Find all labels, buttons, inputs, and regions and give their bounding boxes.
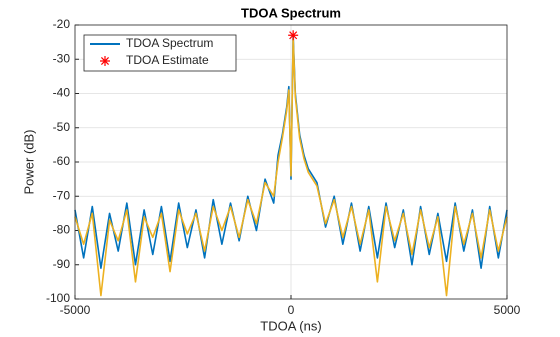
spectrum-line: [74, 37, 508, 297]
chart-title: TDOA Spectrum: [241, 5, 341, 20]
y-tick-label: -20: [53, 17, 71, 31]
x-tick-label: -5000: [60, 303, 91, 317]
y-tick-label: -50: [53, 120, 71, 134]
estimate-marker: [288, 30, 299, 41]
y-axis-label: Power (dB): [21, 129, 36, 194]
y-tick-label: -40: [53, 86, 71, 100]
y-tick-label: -60: [53, 154, 71, 168]
y-tick-label: -80: [53, 223, 71, 237]
legend-swatch: [100, 56, 110, 66]
y-tick-label: -30: [53, 51, 71, 65]
legend-label: TDOA Spectrum: [126, 36, 213, 50]
x-axis-label: TDOA (ns): [260, 318, 321, 333]
y-tick-label: -70: [53, 188, 71, 202]
x-tick-label: 0: [288, 303, 295, 317]
x-tick-label: 5000: [494, 303, 521, 317]
plot-frame: [74, 24, 508, 300]
legend-box: [83, 34, 237, 72]
y-tick-label: -90: [53, 257, 71, 271]
y-tick-label: -100: [46, 291, 70, 305]
legend-label: TDOA Estimate: [126, 53, 209, 67]
